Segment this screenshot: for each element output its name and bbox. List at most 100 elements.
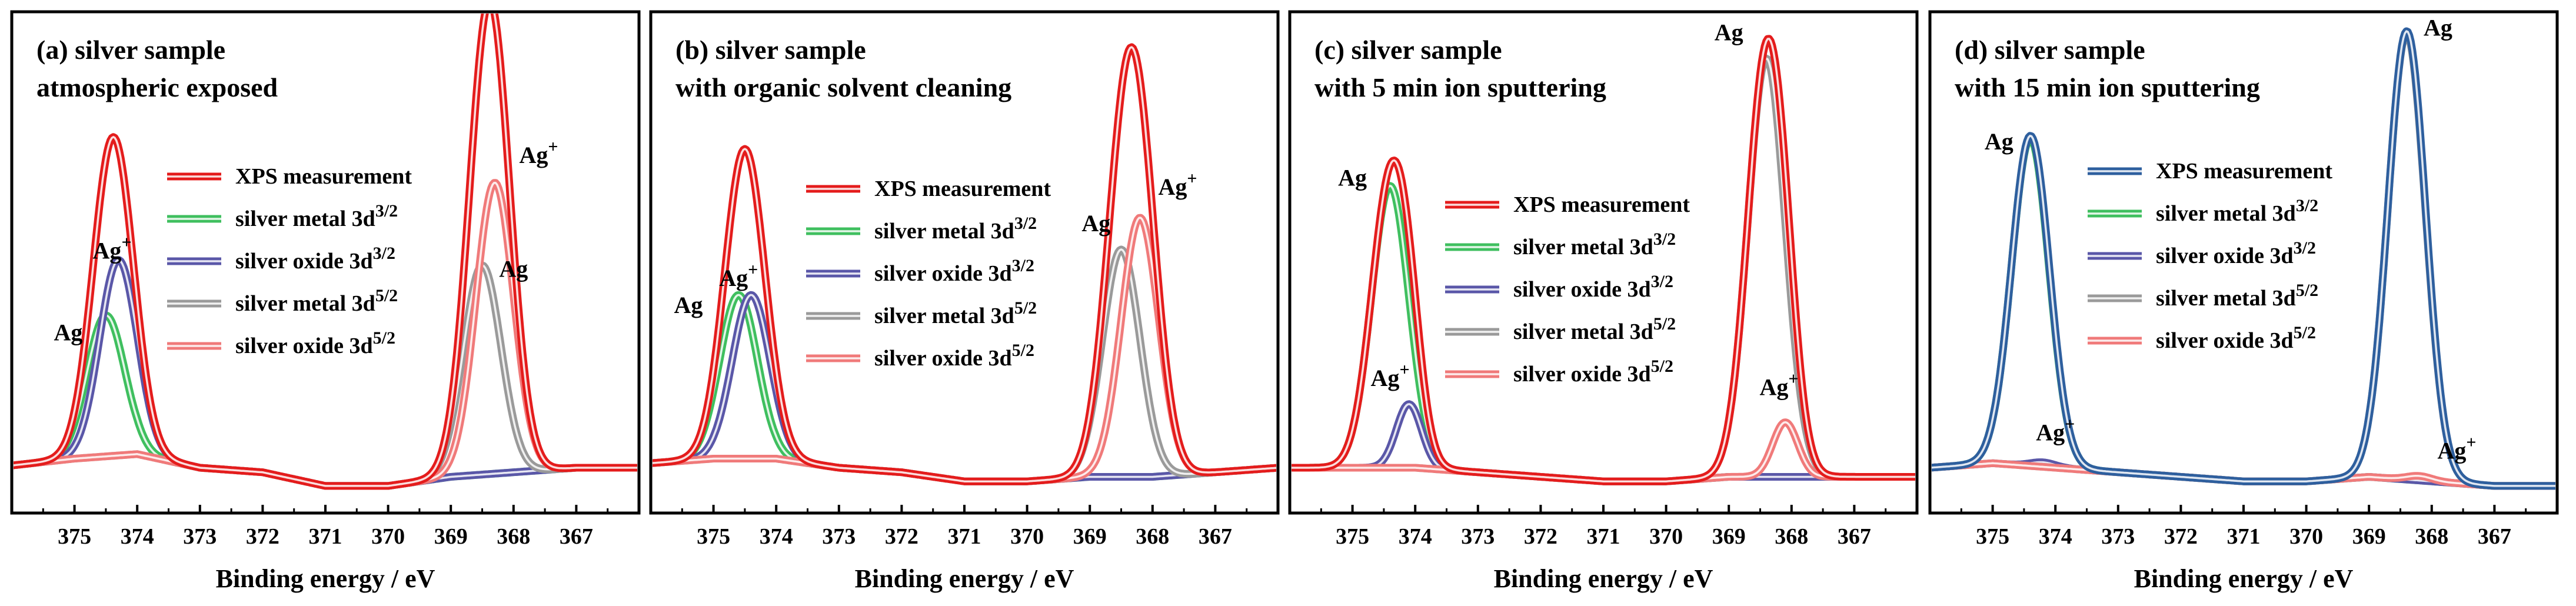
x-tick-label: 371 — [309, 524, 342, 549]
legend-item-1: XPS measurement — [167, 164, 412, 189]
legend-label: XPS measurement — [1513, 192, 1690, 217]
legend-label: silver metal 3d3/2 — [2156, 196, 2318, 226]
x-tick-label: 372 — [2164, 524, 2198, 549]
peak-annotation-1: Ag — [1985, 128, 2013, 155]
x-tick-label: 374 — [1399, 524, 1432, 549]
peak-annotation-4: Ag+ — [2437, 433, 2476, 464]
peak-annotation-4: Ag+ — [1158, 169, 1197, 200]
legend-label: XPS measurement — [235, 164, 412, 189]
peak-annotation-2: Ag+ — [719, 260, 758, 291]
legend-label: silver oxide 3d5/2 — [235, 328, 395, 358]
peak-annotation-3: Ag — [1715, 19, 1743, 45]
curves — [1932, 27, 2555, 490]
x-tick-label: 370 — [371, 524, 405, 549]
x-axis-label: Binding energy / eV — [855, 564, 1074, 593]
x-tick-label: 367 — [2478, 524, 2511, 549]
legend-label: silver metal 3d3/2 — [1513, 229, 1676, 259]
peak-annotation-4: Ag+ — [1759, 369, 1798, 400]
x-tick-label: 373 — [822, 524, 856, 549]
legend-item-1: XPS measurement — [806, 177, 1051, 201]
xps-measurement-curve-inner — [1932, 30, 2555, 487]
legend-item-5: silver oxide 3d5/2 — [167, 328, 395, 358]
x-tick-label: 369 — [434, 524, 468, 549]
legend-item-4: silver metal 3d5/2 — [1445, 314, 1676, 344]
xps-measurement-curve-inner — [1292, 38, 1915, 482]
xps-measurement-curve-inner — [14, 14, 637, 487]
x-tick-label: 369 — [2352, 524, 2386, 549]
legend-label: silver oxide 3d5/2 — [874, 341, 1034, 371]
x-tick-label: 372 — [246, 524, 279, 549]
x-tick-label: 373 — [1461, 524, 1495, 549]
curves — [1292, 35, 1915, 485]
x-tick-label: 373 — [183, 524, 217, 549]
legend-label: silver oxide 3d3/2 — [2156, 238, 2316, 268]
curves — [653, 43, 1276, 485]
x-tick-label: 368 — [1136, 524, 1169, 549]
x-tick-label: 372 — [1524, 524, 1557, 549]
legend-label: silver oxide 3d5/2 — [1513, 357, 1673, 387]
legend-label: XPS measurement — [874, 177, 1051, 201]
x-tick-label: 368 — [2415, 524, 2448, 549]
peak-annotation-2: Ag+ — [1371, 360, 1410, 391]
x-tick-label: 369 — [1073, 524, 1107, 549]
peak-annotation-1: Ag — [1338, 165, 1367, 191]
legend-item-3: silver oxide 3d3/2 — [1445, 272, 1673, 302]
panel-title-line-1: (a) silver sample — [36, 35, 225, 65]
legend-label: XPS measurement — [2156, 159, 2332, 184]
x-tick-label: 367 — [1199, 524, 1232, 549]
legend-item-1: XPS measurement — [1445, 192, 1690, 217]
x-tick-label: 370 — [1649, 524, 1683, 549]
peak-annotation-1: Ag — [54, 319, 82, 346]
legend-label: silver metal 3d5/2 — [235, 286, 398, 316]
panel-title-line-2: with 15 min ion sputtering — [1955, 72, 2260, 102]
peak-annotation-3: Ag — [499, 255, 528, 282]
legend-item-2: silver metal 3d3/2 — [167, 201, 398, 231]
legend-label: silver oxide 3d3/2 — [1513, 272, 1673, 302]
x-tick-label: 375 — [1336, 524, 1369, 549]
legend-item-3: silver oxide 3d3/2 — [2088, 238, 2316, 268]
legend-item-5: silver oxide 3d5/2 — [2088, 323, 2316, 353]
panel-title-line-2: atmospheric exposed — [36, 72, 278, 102]
legend-label: silver metal 3d5/2 — [2156, 281, 2318, 311]
xps-measurement-curve-inner — [653, 46, 1276, 482]
x-axis-label: Binding energy / eV — [2134, 564, 2354, 593]
legend-label: silver metal 3d3/2 — [874, 214, 1037, 244]
peak-annotation-1: Ag — [674, 292, 703, 318]
chart-panel-b: 375 374 373 372 371 370 369 368 367 Binding energ… — [649, 10, 1280, 593]
x-tick-label: 371 — [948, 524, 981, 549]
legend-item-4: silver metal 3d5/2 — [806, 298, 1037, 328]
peak-annotation-2: Ag+ — [93, 232, 132, 264]
panel-title-line-1: (d) silver sample — [1955, 35, 2145, 65]
panel-title-line-1: (c) silver sample — [1314, 35, 1502, 65]
x-tick-label: 374 — [2039, 524, 2072, 549]
legend-item-4: silver metal 3d5/2 — [2088, 281, 2318, 311]
legend-label: silver metal 3d5/2 — [874, 298, 1037, 328]
x-tick-label: 371 — [1587, 524, 1620, 549]
legend-item-4: silver metal 3d5/2 — [167, 286, 398, 316]
plot-frame — [1928, 10, 2559, 515]
x-axis-label: Binding energy / eV — [216, 564, 435, 593]
peak-annotation-4: Ag+ — [519, 137, 558, 168]
legend-label: silver metal 3d5/2 — [1513, 314, 1676, 344]
legend-item-1: XPS measurement — [2088, 159, 2332, 184]
x-tick-label: 371 — [2227, 524, 2261, 549]
chart-panel-a: 375 374 373 372 371 370 369 368 367 Binding energ… — [10, 10, 641, 593]
legend-item-5: silver oxide 3d5/2 — [806, 341, 1034, 371]
chart-panel-c: 375 374 373 372 371 370 369 368 367 Binding energ… — [1288, 10, 1919, 593]
panel-title-line-2: with organic solvent cleaning — [675, 72, 1011, 102]
x-tick-label: 370 — [2289, 524, 2323, 549]
x-tick-label: 372 — [885, 524, 918, 549]
legend-label: silver oxide 3d3/2 — [874, 256, 1034, 286]
peak-annotation-3: Ag — [2424, 15, 2452, 41]
legend-label: silver oxide 3d3/2 — [235, 244, 395, 274]
x-tick-label: 374 — [121, 524, 154, 549]
legend-item-3: silver oxide 3d3/2 — [167, 244, 395, 274]
x-tick-label: 367 — [1838, 524, 1871, 549]
legend-item-2: silver metal 3d3/2 — [1445, 229, 1676, 259]
legend-label: silver metal 3d3/2 — [235, 201, 398, 231]
peak-annotation-3: Ag — [1081, 210, 1110, 237]
x-tick-label: 368 — [1775, 524, 1808, 549]
x-tick-label: 373 — [2101, 524, 2135, 549]
